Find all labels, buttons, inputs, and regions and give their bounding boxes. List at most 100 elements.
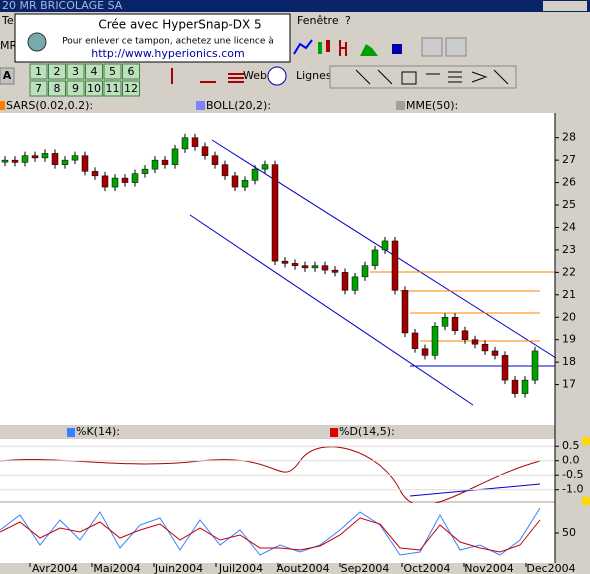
indicator-label: BOLL(20,2): (206, 99, 271, 112)
font-button[interactable] (0, 67, 15, 85)
candle (311, 265, 319, 269)
y-tick-label: 26 (562, 176, 576, 189)
candle (281, 260, 289, 264)
lines-label: Lignes (296, 69, 332, 82)
candle (31, 155, 39, 159)
oscillator-label: %D(14,5): (339, 425, 395, 438)
x-tick-label: Nov2004 (464, 562, 513, 574)
y-tick-label: 23 (562, 243, 576, 256)
y-tick-label: 0.5 (562, 439, 580, 452)
number-button[interactable] (122, 63, 140, 80)
candle (301, 265, 309, 269)
candle (291, 263, 299, 266)
candle (361, 265, 369, 278)
number-button[interactable] (103, 63, 122, 80)
candle (391, 240, 399, 291)
candle (121, 177, 129, 183)
y-tick-label: 25 (562, 198, 576, 211)
number-label: 9 (72, 82, 79, 95)
candle (251, 168, 259, 181)
y-tick-label: 28 (562, 131, 576, 144)
x-tick-label: Mai2004 (93, 562, 140, 574)
candle (151, 159, 159, 170)
title-bar (0, 0, 590, 12)
candle (501, 355, 509, 381)
candle (61, 159, 69, 165)
number-button[interactable] (48, 63, 66, 80)
line-tools[interactable] (329, 65, 517, 89)
k-line (0, 507, 541, 556)
candle (511, 379, 519, 394)
number-label: 7 (35, 82, 42, 95)
candle (191, 137, 199, 147)
candle (341, 272, 349, 291)
candle (231, 175, 239, 188)
number-button[interactable] (122, 80, 140, 97)
number-button[interactable] (85, 63, 103, 80)
number-label: 4 (91, 65, 98, 78)
watermark-text: Pour enlever ce tampon, achetez une lice… (62, 37, 274, 47)
candle (171, 148, 179, 165)
candle (21, 155, 29, 163)
watermark-url[interactable]: http://www.hyperionics.com (91, 47, 245, 60)
candle (1, 159, 9, 163)
candle (481, 343, 489, 352)
d-line (0, 517, 541, 553)
number-label: 10 (87, 82, 101, 95)
oscillator-label: %K(14): (76, 425, 120, 438)
y-tick-label: 21 (562, 288, 576, 301)
y-tick-label: 0.0 (562, 454, 580, 467)
indicator-label: SARS(0.02,0.2): (6, 99, 93, 112)
number-button[interactable] (29, 63, 48, 80)
candle (131, 173, 139, 183)
candle (211, 155, 219, 165)
candle (71, 155, 79, 161)
x-tick-label: Aout2004 (276, 562, 329, 574)
y-tick-label: 19 (562, 333, 576, 346)
x-tick-label: Oct2004 (403, 562, 450, 574)
candle (471, 339, 479, 345)
candle (261, 164, 269, 170)
number-button[interactable] (85, 80, 103, 97)
window-buttons[interactable] (543, 1, 587, 11)
candle (381, 240, 389, 251)
candle (241, 180, 249, 188)
x-tick-label: Dec2004 (526, 562, 575, 574)
candle (81, 155, 89, 172)
candle (111, 177, 119, 188)
candle (491, 350, 499, 356)
candle (161, 159, 169, 165)
number-label: 3 (72, 65, 79, 78)
candle (531, 350, 539, 381)
number-button[interactable] (66, 80, 85, 97)
x-tick-label: Juil2004 (218, 562, 263, 574)
web-icon[interactable] (267, 66, 287, 86)
web-label[interactable]: Web (243, 69, 267, 82)
horizontal-lines (370, 271, 555, 342)
menu-item[interactable]: ? (345, 14, 351, 27)
candle (371, 249, 379, 266)
y-tick-label: -0.5 (562, 468, 583, 481)
number-button[interactable] (48, 80, 66, 97)
candle (221, 164, 229, 177)
watermark (14, 13, 291, 63)
number-button[interactable] (103, 80, 122, 97)
indicator-label: MME(50): (406, 99, 458, 112)
menu-item[interactable]: Te (1, 14, 14, 27)
y-tick-label: 27 (562, 153, 576, 166)
candle (51, 153, 59, 165)
candle (441, 317, 449, 327)
number-label: 1 (35, 65, 42, 78)
font-label: A (3, 69, 12, 82)
candle (521, 379, 529, 394)
number-button[interactable] (29, 80, 48, 97)
menu-item[interactable]: Fenêtre (297, 14, 339, 27)
candle (181, 137, 189, 150)
candle (91, 171, 99, 177)
chart-tools[interactable] (292, 36, 467, 58)
number-button[interactable] (66, 63, 85, 80)
candle (351, 276, 359, 291)
number-label: 8 (54, 82, 61, 95)
y-tick-label: 50 (562, 526, 576, 539)
